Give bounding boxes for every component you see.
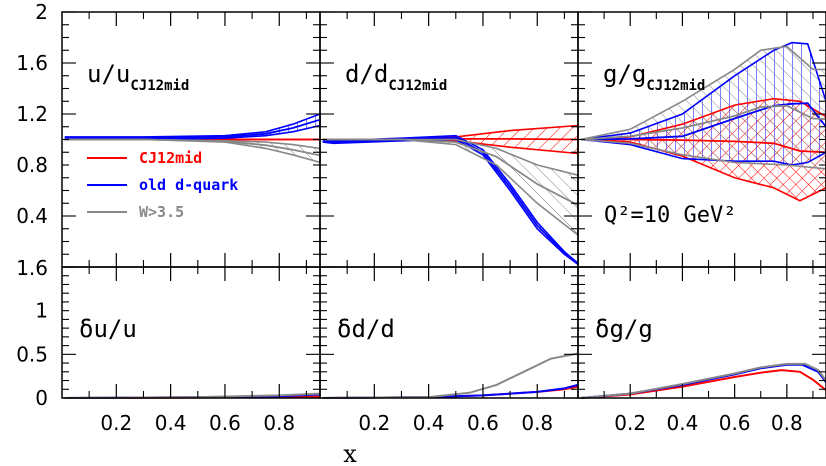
uncertainty-title-1: δu/u xyxy=(79,315,137,343)
central-old-d-quark-panel-1 xyxy=(64,118,321,140)
central-w-3-5-panel-3 xyxy=(580,104,826,141)
panel-title-3: g/gCJ12mid xyxy=(603,60,705,94)
legend-label-old-d-quark: old d-quark xyxy=(139,176,238,194)
central-w-3-5-panel-2 xyxy=(322,138,579,206)
legend-label-w-3-5: W>3.5 xyxy=(139,203,184,221)
x-tick-label: 0.2 xyxy=(614,411,646,435)
panel-frame-6 xyxy=(577,266,826,399)
x-tick-label: 0.4 xyxy=(413,411,445,435)
x-tick-label: 0.8 xyxy=(521,411,553,435)
top-y-tick-label: 0.8 xyxy=(16,153,48,177)
x-tick-label: 0.6 xyxy=(467,411,499,435)
top-y-tick-label: 1.6 xyxy=(16,51,48,75)
curve-old-d-quark-panel-5 xyxy=(322,383,579,399)
uncertainty-title-2: δd/d xyxy=(337,315,395,343)
panel-title-1: u/uCJ12mid xyxy=(87,60,189,94)
panel-frames xyxy=(61,11,826,399)
top-y-bottom-label: 1.6 xyxy=(16,256,48,280)
top-y-tick-label: 2 xyxy=(35,0,48,24)
x-axis-label: x xyxy=(343,440,357,466)
lower-old-d-quark-panel-3 xyxy=(580,138,826,166)
bottom-y-tick-label: 0 xyxy=(35,386,48,410)
central-w-3-5-panel-1 xyxy=(64,138,321,157)
x-tick-label: 0.8 xyxy=(771,411,803,435)
central-old-d-quark-panel-3 xyxy=(580,102,826,141)
x-tick-label: 0.6 xyxy=(209,411,241,435)
panel-title-2: d/dCJ12mid xyxy=(345,60,447,94)
x-tick-label: 0.6 xyxy=(719,411,751,435)
upper-w-3-5-panel-3 xyxy=(580,45,826,141)
upper-old-d-quark-panel-3 xyxy=(580,41,826,141)
top-y-tick-label: 1.2 xyxy=(16,102,48,126)
x-tick-label: 0.2 xyxy=(358,411,390,435)
lower-old-d-quark-panel-2 xyxy=(322,138,579,266)
figure-labels: 0.2 0.4 0.6 0.8 0.2 0.4 0.6 0.8 0.2 0.4 0.6 0.8 0.4 0… xyxy=(16,0,803,466)
band-w-3-5-panel-2 xyxy=(322,139,578,236)
x-tick-label: 0.8 xyxy=(263,411,295,435)
x-tick-label: 0.4 xyxy=(155,411,187,435)
bottom-y-tick-label: 0.5 xyxy=(16,342,48,366)
curve-old-d-quark-panel-6 xyxy=(580,363,826,399)
lower-w-3-5-panel-3 xyxy=(580,138,826,170)
lower-cj12mid-panel-3 xyxy=(580,138,826,202)
curve-cj12mid-panel-6 xyxy=(580,369,826,399)
band-w-3-5-panel-1 xyxy=(64,139,320,163)
legend-label-cj12mid: CJ12mid xyxy=(139,149,202,167)
upper-old-d-quark-panel-1 xyxy=(64,113,321,138)
uncertainty-title-3: δg/g xyxy=(595,315,653,343)
bottom-y-tick-label: 1 xyxy=(35,299,48,323)
curve-w-3-5-panel-6 xyxy=(580,362,826,399)
x-tick-label: 0.4 xyxy=(667,411,699,435)
top-y-tick-label: 0.4 xyxy=(16,204,48,228)
q2-annotation: Q²=10 GeV² xyxy=(604,203,736,228)
x-tick-label: 0.2 xyxy=(100,411,132,435)
